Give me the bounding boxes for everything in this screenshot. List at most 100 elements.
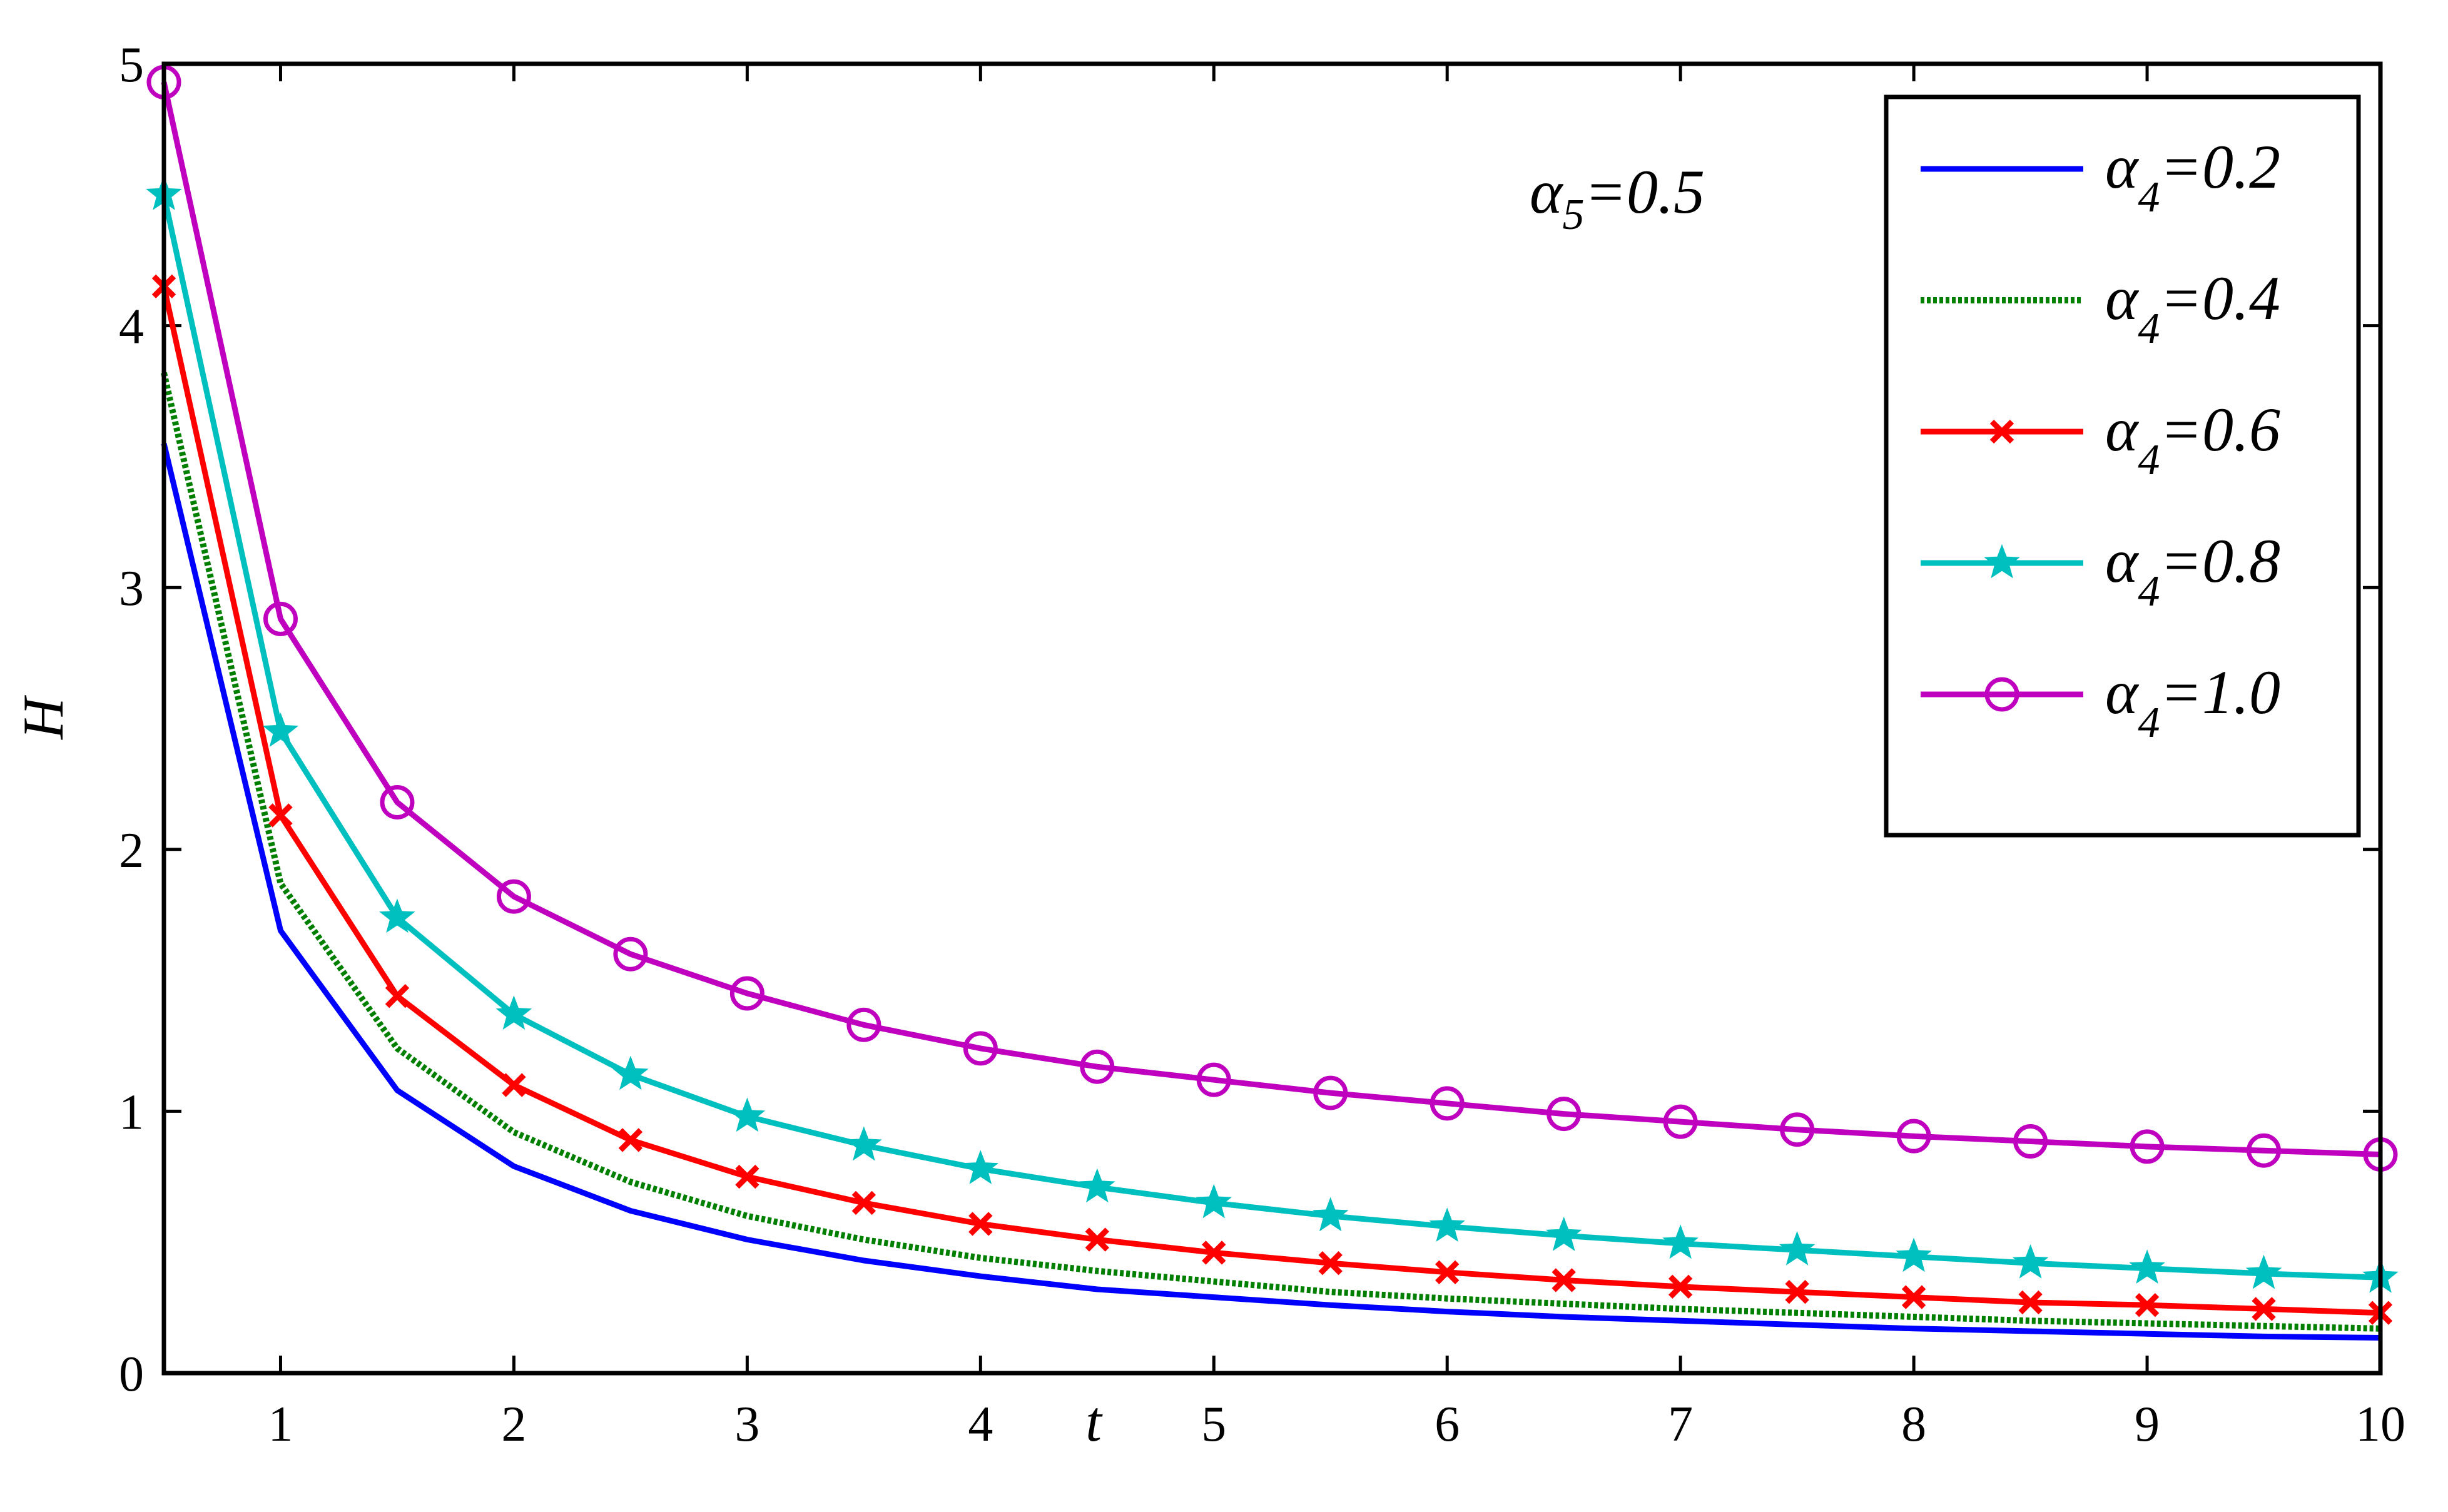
y-tick-label: 4 <box>119 300 144 355</box>
legend-label: α4=0.6 <box>2105 395 2280 484</box>
data-point-star <box>1896 1237 1932 1272</box>
series-5 <box>146 64 2398 1172</box>
data-point-star <box>1312 1197 1349 1232</box>
legend-value: =1.0 <box>2160 657 2280 727</box>
legend-subscript: 4 <box>2138 567 2160 616</box>
legend-symbol: α <box>2105 132 2140 201</box>
data-point-star <box>1196 1184 1232 1219</box>
data-point-circle <box>496 879 531 914</box>
data-point-x <box>385 984 410 1008</box>
legend-subscript: 4 <box>2138 436 2160 484</box>
annotation-subscript: 5 <box>1563 191 1585 239</box>
legend-subscript: 4 <box>2138 305 2160 353</box>
data-point-star <box>379 898 415 933</box>
series-4 <box>146 176 2399 1293</box>
data-point-star <box>495 995 532 1030</box>
data-point-x <box>1785 1280 1809 1304</box>
data-point-circle <box>963 1031 998 1066</box>
x-tick-label: 2 <box>501 1397 526 1452</box>
series-line <box>161 285 2381 1316</box>
legend: α4=0.2α4=0.4α4=0.6α4=0.8α4=1.0 <box>1884 94 2361 838</box>
data-point-x <box>268 803 293 828</box>
data-point-star <box>2012 1244 2049 1279</box>
x-tick-label: 10 <box>2355 1397 2405 1452</box>
legend-label: α4=0.8 <box>2105 526 2280 616</box>
y-tick-label: 5 <box>119 38 144 93</box>
ticks-layer: 1 2 3 4 5 6 7 8 9 10 0 1 2 3 4 5 <box>119 38 2405 1452</box>
data-point-x <box>2018 1290 2043 1315</box>
data-point-x <box>1202 1241 1226 1265</box>
legend-symbol: α <box>2105 263 2140 333</box>
data-point-circle <box>1080 1049 1115 1084</box>
data-point-circle <box>2130 1129 2165 1164</box>
data-point-star <box>1079 1168 1115 1203</box>
data-point-circle <box>846 1007 881 1042</box>
data-point-star <box>2245 1254 2282 1289</box>
data-point-star <box>846 1126 882 1161</box>
x-tick-label: 4 <box>968 1397 993 1452</box>
series-line <box>161 442 2381 1341</box>
data-point-x <box>735 1164 759 1189</box>
data-point-star <box>729 1097 766 1132</box>
legend-entry: α4=0.2 <box>1921 132 2280 221</box>
data-point-circle <box>263 601 298 636</box>
series-1 <box>161 442 2381 1341</box>
data-point-circle <box>1547 1097 1582 1132</box>
data-point-circle <box>1663 1104 1698 1139</box>
data-point-x <box>1668 1274 1693 1299</box>
data-point-star <box>962 1150 999 1184</box>
labels-layer: t H <box>11 695 1103 1453</box>
data-point-star <box>1779 1231 1816 1266</box>
data-point-x <box>851 1190 876 1215</box>
data-point-x <box>1085 1227 1109 1252</box>
data-point-circle <box>1984 677 2019 712</box>
legend-symbol: α <box>2105 395 2140 464</box>
data-point-x <box>2252 1297 2276 1321</box>
data-point-star <box>2129 1249 2165 1284</box>
data-point-circle <box>729 976 764 1011</box>
x-tick-label: 8 <box>1901 1397 1926 1452</box>
data-point-x <box>1552 1268 1576 1292</box>
series-2 <box>161 372 2381 1332</box>
annotation-symbol: α <box>1530 157 1564 226</box>
legend-entry: α4=0.6 <box>1921 395 2280 484</box>
legend-label: α4=0.4 <box>2105 263 2280 353</box>
data-point-x <box>1989 419 2014 444</box>
legend-subscript: 4 <box>2138 173 2160 221</box>
data-point-circle <box>1313 1075 1348 1110</box>
x-tick-label: 6 <box>1435 1397 1460 1452</box>
svg-text:α5=0.5: α5=0.5 <box>1530 157 1705 239</box>
data-point-x <box>1901 1285 1926 1309</box>
y-tick-label: 3 <box>119 561 144 616</box>
x-tick-label: 7 <box>1668 1397 1693 1452</box>
data-point-circle <box>1780 1112 1815 1147</box>
alpha5-annotation: α5=0.5 <box>1530 157 1705 239</box>
legend-label: α4=1.0 <box>2105 657 2280 747</box>
data-point-star <box>1429 1207 1465 1242</box>
x-axis-label: t <box>1085 1389 1103 1453</box>
data-point-x <box>2135 1292 2160 1317</box>
data-point-circle <box>2013 1124 2048 1159</box>
legend-value: =0.2 <box>2160 132 2280 201</box>
data-point-x <box>968 1212 993 1236</box>
series-line <box>161 194 2381 1281</box>
data-point-x <box>618 1128 643 1152</box>
data-point-circle <box>613 936 648 972</box>
legend-box <box>1884 94 2361 838</box>
legend-label: α4=0.2 <box>2105 132 2280 221</box>
legend-value: =0.4 <box>2160 263 2280 333</box>
legend-symbol: α <box>2105 526 2140 596</box>
x-tick-label: 1 <box>268 1397 293 1452</box>
data-point-star <box>1545 1216 1582 1251</box>
legend-entry: α4=0.4 <box>1921 263 2280 353</box>
data-point-x <box>1318 1251 1343 1276</box>
legend-entries: α4=0.2α4=0.4α4=0.6α4=0.8α4=1.0 <box>1921 132 2280 747</box>
data-point-circle <box>1896 1119 1931 1154</box>
data-point-x <box>502 1073 526 1097</box>
y-axis-label: H <box>11 695 75 740</box>
x-tick-label: 9 <box>2135 1397 2160 1452</box>
annotation-value: =0.5 <box>1585 157 1705 226</box>
series-line <box>161 372 2381 1332</box>
legend-symbol: α <box>2105 657 2140 727</box>
